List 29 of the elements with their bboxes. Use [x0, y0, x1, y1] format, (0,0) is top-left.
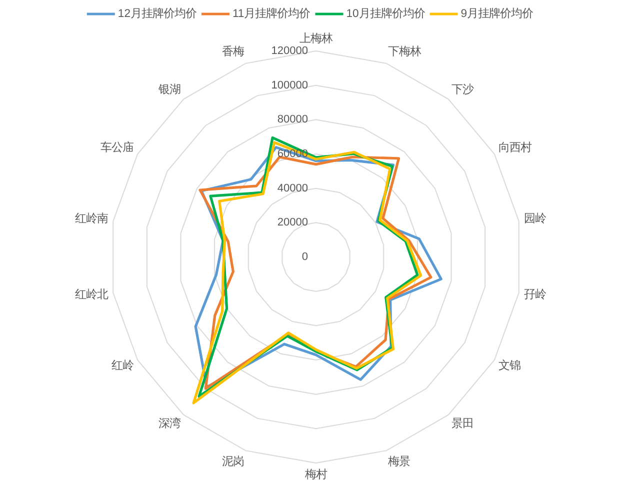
spoke-label: 梅村: [304, 468, 327, 481]
spoke-label: 下梅林: [388, 45, 422, 58]
legend-label: 11月挂牌价均价: [232, 8, 310, 20]
y-tick-label: 60000: [277, 148, 308, 160]
y-tick-label: 120000: [271, 45, 308, 57]
y-tick-label: 100000: [271, 79, 308, 92]
spoke-label: 车公庙: [100, 141, 134, 154]
spoke-label: 孖岭: [524, 288, 546, 301]
spoke-label: 下沙: [452, 83, 474, 96]
legend-label: 12月挂牌价均价: [118, 8, 196, 20]
spoke-label: 上梅林: [300, 32, 332, 45]
y-tick-label: 0: [302, 251, 308, 263]
spoke-label: 景田: [452, 418, 474, 430]
spoke-label: 向西村: [498, 141, 532, 154]
spoke-label: 香梅: [222, 45, 244, 58]
y-tick-label: 80000: [277, 114, 308, 126]
legend-label: 10月挂牌价均价: [346, 8, 425, 20]
spoke-label: 园岭: [524, 213, 546, 226]
y-tick-label: 40000: [277, 182, 308, 194]
spoke-label: 红岭南: [75, 212, 108, 226]
y-tick-label: 20000: [277, 216, 308, 229]
spoke-label: 文锦: [498, 359, 521, 372]
spoke-label: 深湾: [158, 417, 180, 430]
spoke-label: 梅景: [387, 456, 410, 468]
spoke-label: 泥岗: [222, 454, 244, 468]
legend-label: 9月挂牌价均价: [460, 8, 534, 20]
spoke-label: 银湖: [157, 84, 180, 96]
spoke-label: 红岭: [111, 360, 134, 372]
spoke-label: 红岭北: [75, 288, 108, 301]
